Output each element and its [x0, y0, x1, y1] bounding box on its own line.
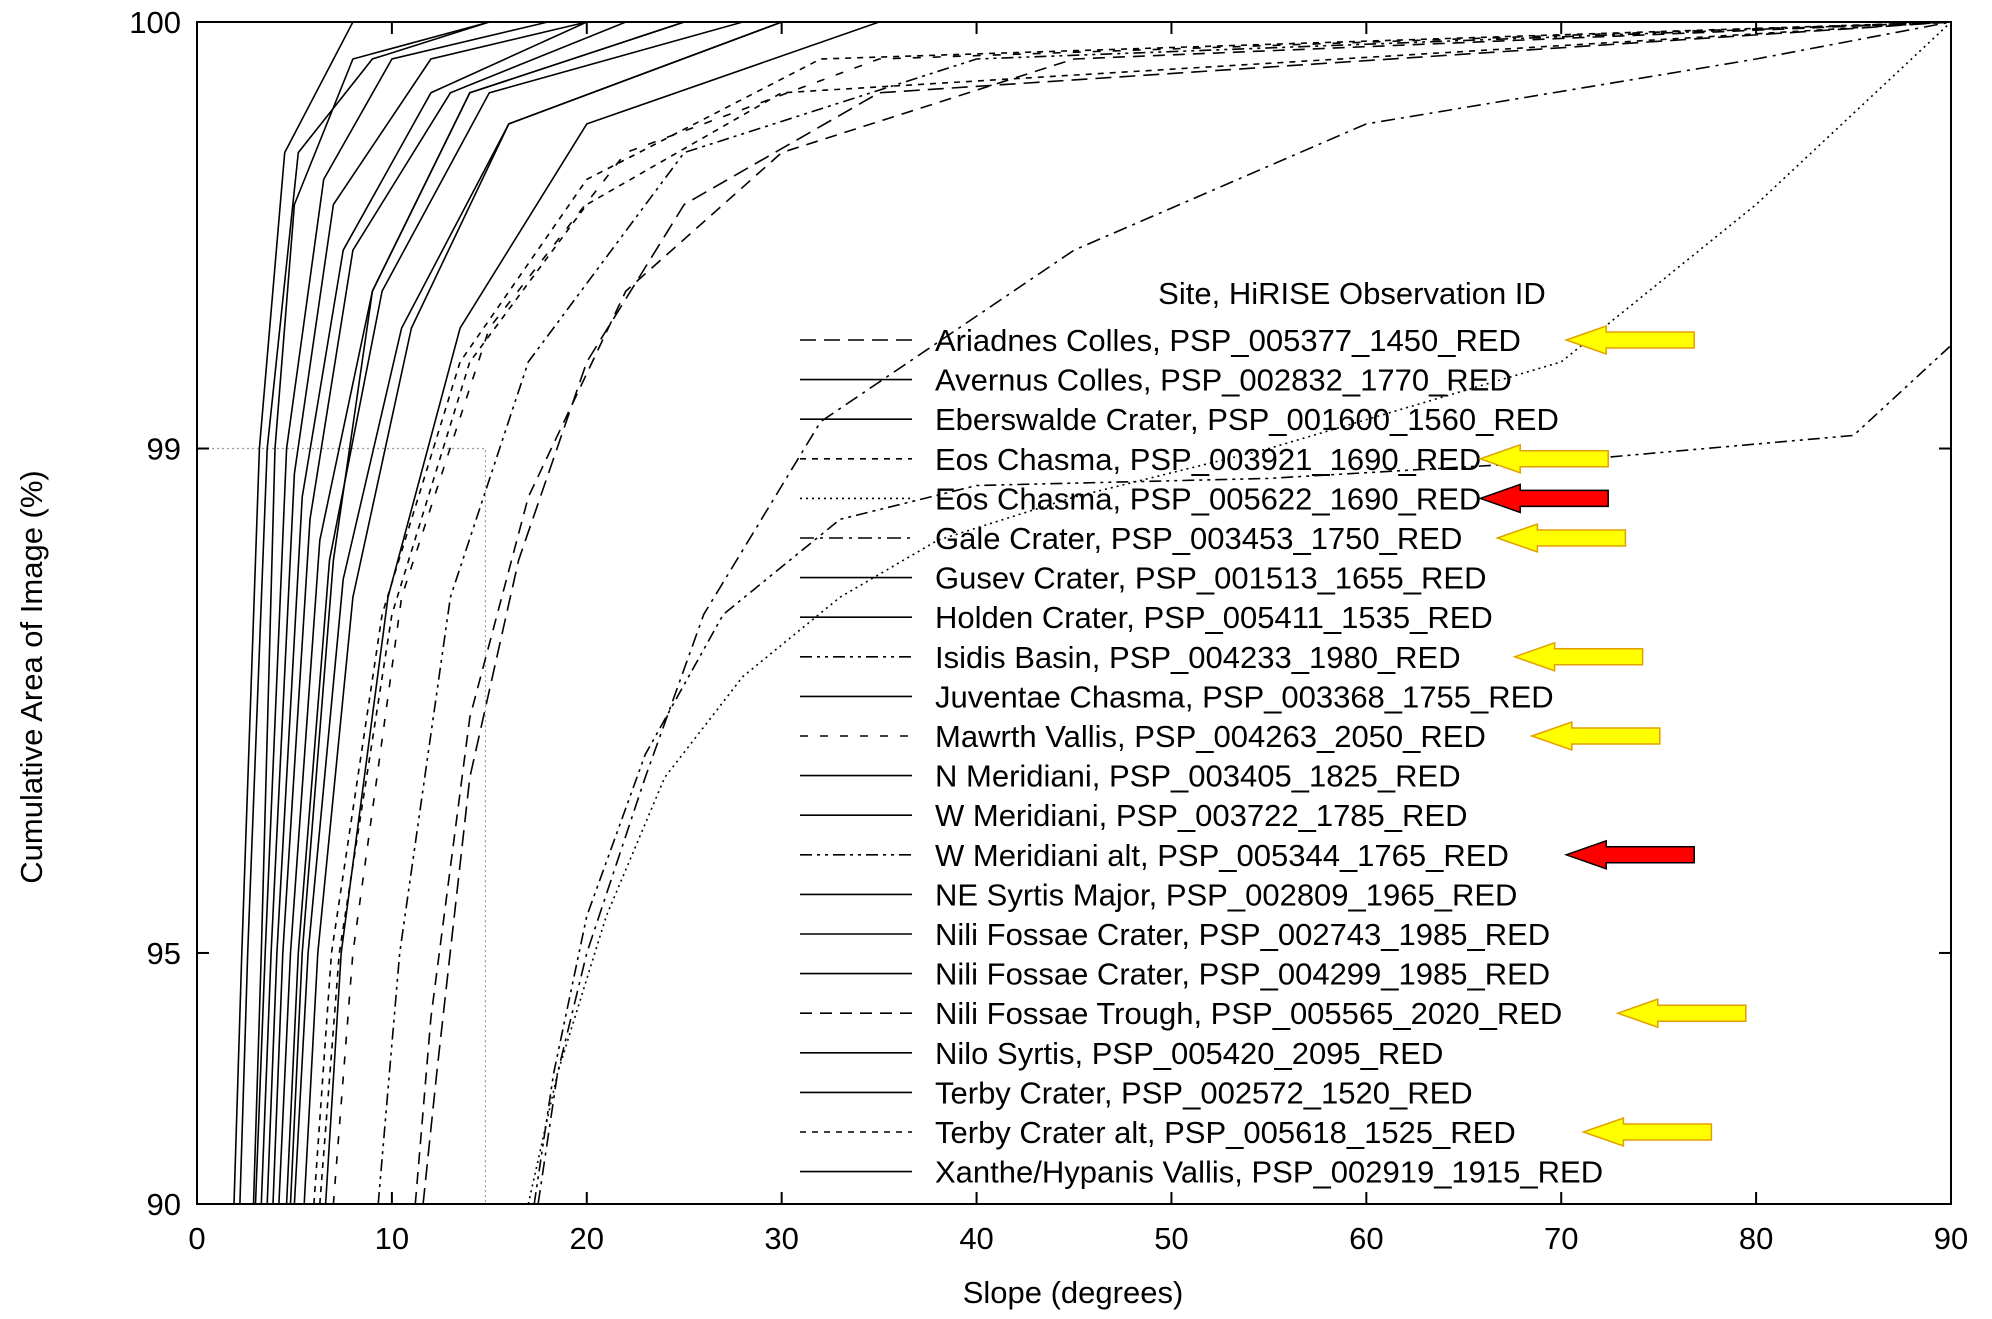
yellow-arrow-icon	[1581, 1116, 1713, 1148]
y-tick-label: 100	[129, 5, 181, 40]
y-axis-title: Cumulative Area of Image (%)	[14, 470, 49, 884]
x-axis-title: Slope (degrees)	[963, 1275, 1184, 1310]
legend-label: Juventae Chasma, PSP_003368_1755_RED	[935, 679, 1554, 714]
legend-label: Holden Crater, PSP_005411_1535_RED	[935, 600, 1493, 635]
legend-label: Avernus Colles, PSP_002832_1770_RED	[935, 363, 1512, 398]
legend-title: Site, HiRISE Observation ID	[1158, 276, 1546, 311]
yellow-arrow-icon	[1615, 998, 1747, 1029]
yellow-arrow-icon	[1477, 443, 1609, 474]
legend-label: N Meridiani, PSP_003405_1825_RED	[935, 759, 1461, 794]
legend-label: Terby Crater, PSP_002572_1520_RED	[935, 1075, 1473, 1110]
plot-frame	[196, 21, 1952, 1205]
series-line-6	[537, 21, 1952, 1205]
y-tick-label: 95	[147, 936, 181, 971]
legend-label: Terby Crater alt, PSP_005618_1525_RED	[935, 1115, 1516, 1150]
x-tick-label: 70	[1544, 1221, 1578, 1256]
yellow-arrow-icon	[1529, 720, 1661, 752]
yellow-arrow-icon	[1563, 324, 1695, 356]
legend-label: Nili Fossae Crater, PSP_004299_1985_RED	[935, 957, 1550, 992]
reference-line	[197, 447, 487, 1204]
legend-label: W Meridiani, PSP_003722_1785_RED	[935, 798, 1467, 833]
x-tick-label: 30	[764, 1221, 798, 1256]
legend-label: Ariadnes Colles, PSP_005377_1450_RED	[935, 323, 1521, 358]
series-line-11	[332, 21, 1952, 1205]
red-arrow-icon	[1563, 839, 1695, 870]
series-line-14	[533, 344, 1952, 1205]
legend-label: Xanthe/Hypanis Vallis, PSP_002919_1915_R…	[935, 1155, 1603, 1190]
yellow-arrow-icon	[1495, 522, 1627, 554]
x-tick-label: 80	[1739, 1221, 1773, 1256]
x-tick-label: 10	[375, 1221, 409, 1256]
legend-label: Eberswalde Crater, PSP_001600_1560_RED	[935, 402, 1559, 437]
x-tick-label: 40	[959, 1221, 993, 1256]
y-tick-label: 99	[147, 432, 181, 467]
axes: 0 10 20 30 40 50 60 70 80 90 90 95 99 100	[129, 5, 1968, 1256]
legend-label: Eos Chasma, PSP_003921_1690_RED	[935, 442, 1481, 477]
series-line-1	[422, 21, 1952, 1205]
series-line-18	[414, 21, 1952, 1205]
legend-label: Nilo Syrtis, PSP_005420_2095_RED	[935, 1036, 1443, 1071]
legend-label: Mawrth Vallis, PSP_004263_2050_RED	[935, 719, 1486, 754]
y-tick-label: 90	[147, 1187, 181, 1222]
red-arrow-icon	[1477, 483, 1609, 514]
x-tick-label: 90	[1934, 1221, 1968, 1256]
x-tick-label: 50	[1154, 1221, 1188, 1256]
legend-label: Gale Crater, PSP_003453_1750_RED	[935, 521, 1462, 556]
yellow-arrow-icon	[1512, 641, 1644, 672]
legend-label: W Meridiani alt, PSP_005344_1765_RED	[935, 838, 1509, 873]
legend-label: NE Syrtis Major, PSP_002809_1965_RED	[935, 877, 1517, 912]
legend: Site, HiRISE Observation ID Ariadnes Col…	[800, 276, 1747, 1190]
legend-label: Gusev Crater, PSP_001513_1655_RED	[935, 561, 1486, 596]
x-tick-label: 0	[188, 1221, 205, 1256]
legend-label: Nili Fossae Crater, PSP_002743_1985_RED	[935, 917, 1550, 952]
legend-label: Nili Fossae Trough, PSP_005565_2020_RED	[935, 996, 1562, 1031]
series-line-9	[377, 21, 1952, 1205]
legend-label: Eos Chasma, PSP_005622_1690_RED	[935, 481, 1481, 516]
x-tick-label: 60	[1349, 1221, 1383, 1256]
legend-label: Isidis Basin, PSP_004233_1980_RED	[935, 640, 1461, 675]
series-line-5	[527, 21, 1952, 1205]
x-tick-label: 20	[570, 1221, 604, 1256]
